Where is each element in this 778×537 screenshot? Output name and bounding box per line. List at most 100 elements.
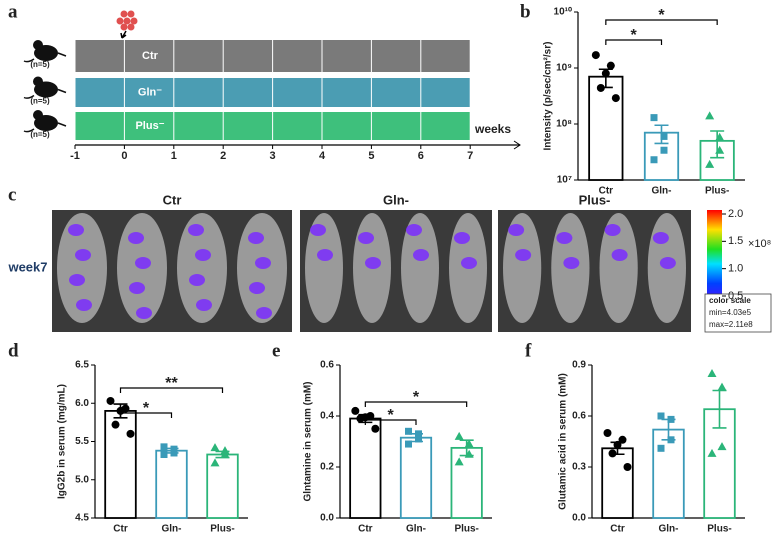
x-tick-label: Plus- — [454, 524, 478, 535]
signal — [249, 282, 265, 294]
significance-label: ** — [165, 375, 178, 392]
signal — [652, 232, 669, 244]
data-point — [454, 431, 464, 440]
signal — [195, 249, 211, 261]
mouse-icon — [33, 110, 43, 120]
y-tick-label: 10⁸ — [556, 119, 572, 130]
data-point — [717, 382, 727, 391]
data-point — [603, 429, 612, 437]
data-point — [715, 132, 725, 141]
group-label: Gln⁻ — [138, 86, 162, 98]
y-tick-label: 10⁹ — [556, 63, 572, 74]
data-point — [606, 61, 615, 70]
significance-bracket — [605, 39, 663, 45]
signal — [604, 224, 621, 236]
week-label: 7 — [467, 150, 473, 162]
mouse-icon — [23, 52, 67, 63]
data-point — [611, 94, 620, 103]
significance-label: * — [388, 407, 395, 424]
data-point — [356, 414, 365, 423]
signal — [317, 249, 333, 261]
signal — [75, 249, 91, 261]
group-label: Ctr — [142, 50, 159, 62]
panel-label: c — [8, 184, 16, 205]
colorbar-label: 1.5 — [728, 235, 743, 247]
x-tick-label: Ctr — [358, 524, 373, 535]
week-label: 3 — [270, 150, 276, 162]
colorbar-title: color scale — [709, 296, 751, 305]
significance-bracket — [605, 19, 718, 25]
signal — [256, 307, 272, 319]
significance-bracket — [119, 387, 224, 393]
data-point — [660, 132, 668, 140]
signal — [135, 257, 151, 269]
bar — [104, 409, 137, 519]
data-point — [170, 449, 178, 457]
data-point — [220, 450, 230, 459]
y-tick-label: 6.0 — [75, 398, 89, 409]
signal — [454, 232, 470, 244]
signal — [136, 307, 152, 319]
mouse-icon — [33, 76, 43, 87]
data-point — [717, 442, 727, 451]
colorbar-min: min=4.03e5 — [709, 308, 752, 317]
significance-label: * — [413, 389, 420, 406]
x-tick-label: Ctr — [610, 524, 625, 535]
data-point — [650, 114, 658, 122]
x-tick-label: Plus- — [210, 524, 234, 535]
significance-label: * — [631, 27, 638, 44]
data-point — [667, 436, 675, 444]
y-tick-label: 6.5 — [75, 360, 89, 371]
colorbar-unit: ×10⁸ — [748, 238, 771, 250]
signal — [406, 224, 422, 236]
y-tick-label: 0.6 — [320, 360, 334, 371]
data-point — [613, 440, 622, 449]
data-point — [707, 448, 717, 457]
y-tick-label: 10¹⁰ — [554, 7, 572, 18]
bar — [601, 447, 634, 519]
group-n: (n=5) — [30, 130, 50, 139]
mouse-body — [401, 213, 439, 323]
signal — [659, 257, 676, 269]
data-point — [707, 369, 717, 377]
y-axis-label: IgG2b in serum (mg/mL) — [57, 384, 68, 499]
mouse-icon — [23, 122, 67, 133]
colorbar-label: 0.5 — [728, 290, 743, 302]
mouse-body — [599, 213, 638, 323]
data-point — [210, 443, 220, 452]
data-point — [415, 435, 422, 443]
data-point — [660, 146, 668, 154]
data-point — [623, 463, 632, 471]
y-tick-label: 0.0 — [572, 513, 586, 524]
signal — [189, 274, 205, 286]
data-point — [715, 145, 725, 154]
signal — [69, 274, 85, 286]
panel-label: d — [8, 340, 19, 361]
signal — [310, 224, 326, 236]
mouse-body — [503, 213, 542, 323]
group-n: (n=5) — [30, 60, 50, 69]
group-title: Ctr — [163, 192, 182, 207]
y-tick-label: 0.3 — [572, 462, 586, 473]
bar — [588, 75, 624, 181]
data-point — [111, 420, 120, 429]
week-label: 6 — [418, 150, 424, 162]
group-n: (n=5) — [30, 97, 50, 106]
colorbar-max: max=2.11e8 — [709, 320, 753, 329]
significance-label: * — [658, 7, 665, 24]
signal — [556, 232, 573, 244]
data-point — [351, 406, 360, 415]
significance-label: * — [143, 400, 150, 417]
bar — [450, 446, 483, 519]
signal — [515, 249, 532, 261]
data-point — [705, 111, 715, 120]
signal — [508, 224, 525, 236]
mouse-icon — [23, 88, 67, 99]
data-point — [170, 445, 178, 453]
colorbar-label: 2.0 — [728, 208, 743, 220]
row-label: week7 — [7, 259, 47, 274]
data-point — [415, 430, 422, 438]
data-point — [601, 69, 610, 78]
x-tick-label: Gln- — [659, 524, 679, 535]
